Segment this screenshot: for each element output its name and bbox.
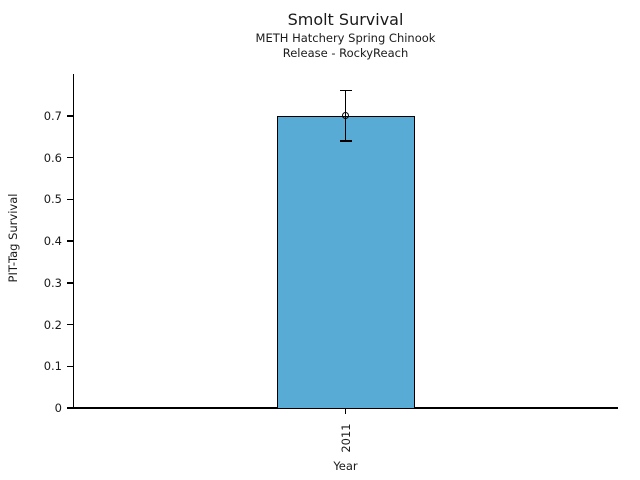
- y-tick-label: 0.2: [43, 317, 62, 332]
- y-tick-label: 0.7: [43, 108, 62, 123]
- y-tick-mark: [67, 240, 74, 242]
- y-tick-mark: [67, 198, 74, 200]
- y-axis-label: PIT-Tag Survival: [6, 193, 20, 283]
- x-axis-label: Year: [333, 459, 358, 473]
- y-tick-mark: [67, 365, 74, 367]
- x-tick-mark: [344, 408, 347, 414]
- x-tick-label: 2011: [338, 423, 353, 453]
- chart-subtitle-line-1: METH Hatchery Spring Chinook: [255, 31, 436, 45]
- y-tick-label: 0.3: [43, 275, 62, 290]
- y-tick-label: 0.5: [43, 192, 62, 207]
- y-tick-label: 0: [54, 401, 62, 415]
- y-tick-mark: [67, 323, 74, 326]
- y-tick-label: 0.1: [43, 359, 62, 374]
- y-tick-label: 0.6: [43, 150, 62, 165]
- y-tick-mark: [67, 282, 74, 284]
- y-tick-mark: [67, 156, 74, 159]
- error-bar-cap-top: [339, 89, 352, 92]
- chart-title: Smolt Survival: [287, 10, 404, 29]
- chart-subtitle-line-2: Release - RockyReach: [282, 46, 409, 60]
- y-tick-mark: [67, 115, 74, 117]
- bar: [276, 115, 415, 408]
- y-tick-label: 0.4: [43, 234, 62, 248]
- error-bar-cap-bottom: [339, 140, 352, 142]
- y-tick-mark: [67, 407, 74, 409]
- error-bar-marker: [342, 112, 349, 120]
